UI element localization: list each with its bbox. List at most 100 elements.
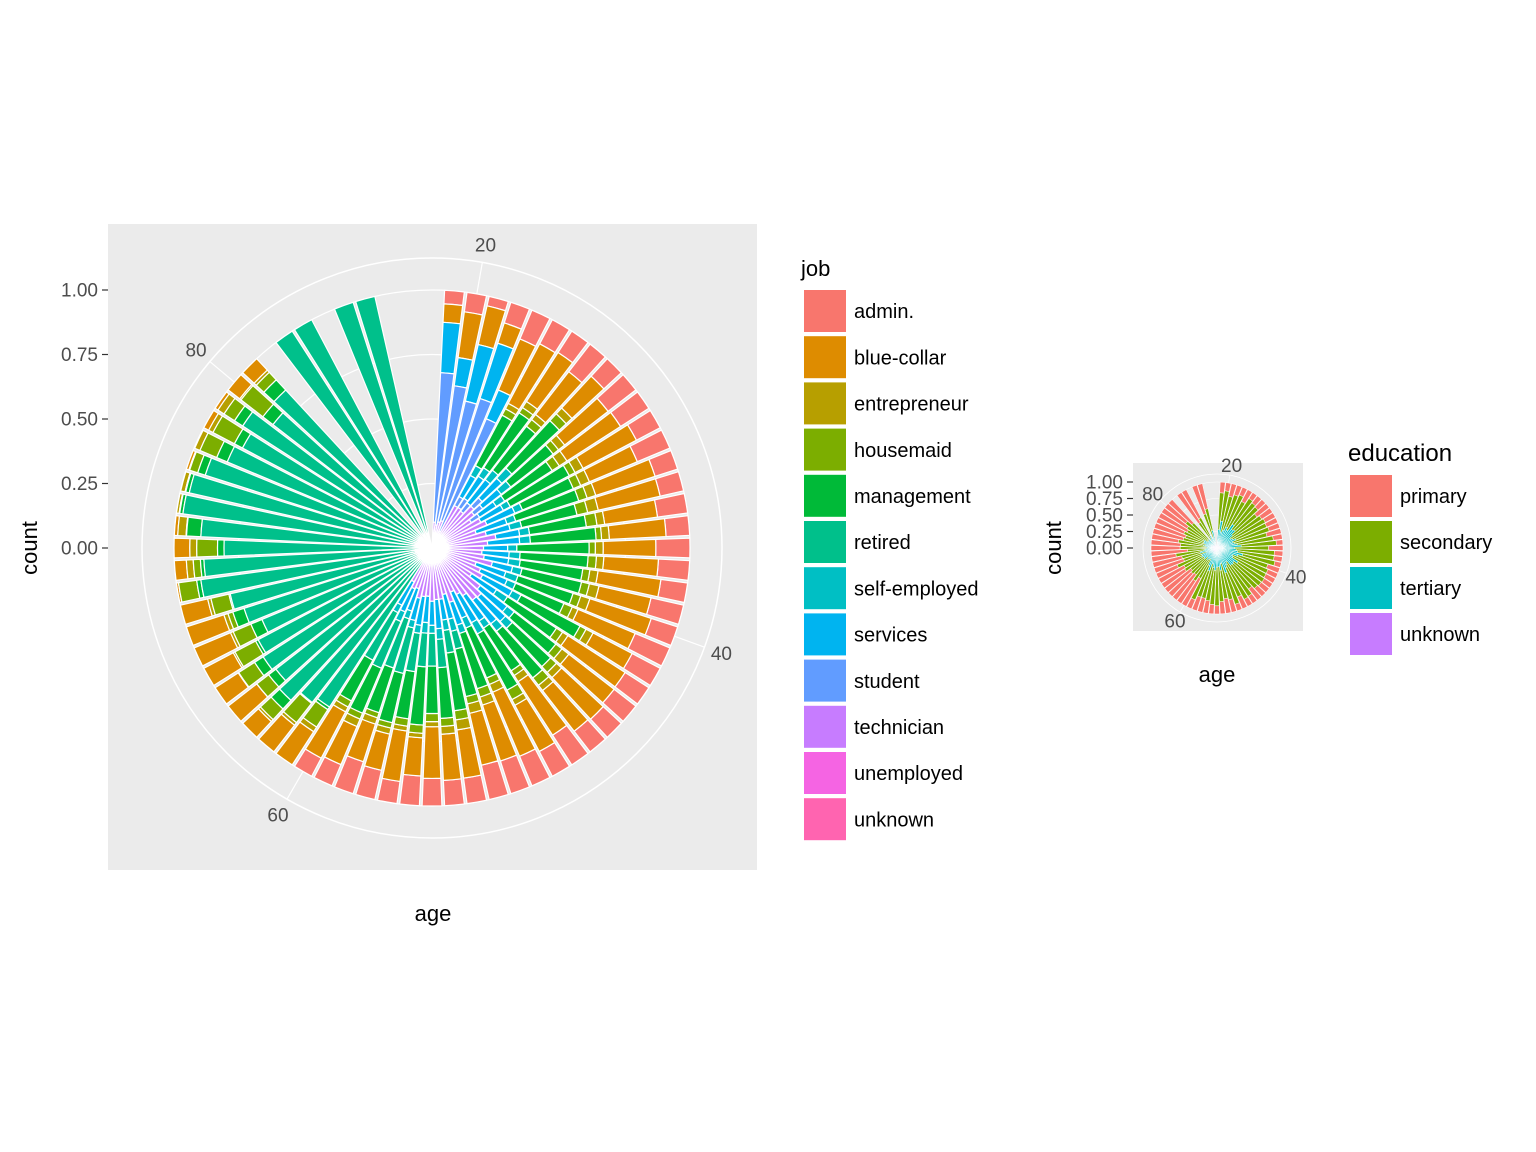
bar-segment-age-72-retired [223,539,433,557]
bar-segment-age-72-management [216,539,225,557]
y-tick-labels: 0.000.250.500.751.00 [61,281,108,560]
bar-segment-age-54-entrepreneur [424,720,440,728]
bar-segment-age-75-retired [188,473,433,549]
y-tick-label: 0.25 [1086,522,1123,543]
legend-education: education primary secondary tertiary unknow… [1348,440,1492,655]
bar-segment-age-72-entrepreneur [189,538,198,558]
y-tick-label: 0.75 [61,345,98,366]
legend-key [804,290,846,332]
bar-segment-age-54-services [428,600,436,626]
legend-key [804,428,846,471]
bar-segment-age-66-retired [257,547,433,654]
legend-key [804,613,846,656]
x-tick-label: 40 [711,644,732,665]
x-axis-title: age [415,901,452,926]
bar-segment-age-36-bluecollar [602,538,657,558]
bar-segment-age-36-selfemployed [506,544,518,552]
bar-segment-age-36-entrepreneur [594,540,604,556]
legend-label: entrepreneur [854,394,969,416]
bar-segment-age-54-primary [1214,605,1220,615]
bar-segment-age-71-retired [203,547,433,578]
legend-key [804,752,846,794]
legend-label: admin. [854,301,914,323]
bar-segment-age-53-admin [442,778,466,807]
legend-title: job [800,256,830,281]
bar-segment-age-78-retired [241,432,433,549]
legend-key [1350,475,1392,517]
legend-key [804,336,846,379]
bar-segment-age-37-primary [1273,550,1284,557]
x-tick-label: 60 [267,805,288,826]
x-tick-labels: 20 40 60 80 [185,235,732,826]
bar-segment-age-63-retired [278,547,433,702]
bar-segment-age-79-retired [241,411,433,549]
bars [1150,481,1284,615]
bar-segment-age-68-retired [243,547,433,624]
legend-label: self-employed [854,578,979,600]
bar-segment-age-73-retired [200,518,433,549]
legend-label: student [854,671,920,693]
legend-label: unemployed [854,763,963,785]
bar-segment-age-72-bluecollar [173,537,191,559]
y-tick-label: 1.00 [61,281,98,302]
bar-segment-age-35-selfemployed [518,534,531,545]
legend-key [804,567,846,610]
bars [173,289,691,807]
bar-segment-age-64-retired [275,547,433,682]
bar-segment-age-73-management [185,516,204,538]
legend-label: unknown [854,809,934,831]
y-axis-title: count [1041,521,1066,575]
bar-segment-age-54-selfemployed [428,624,436,634]
grid-circle-outer [1142,473,1292,623]
bar-segment-age-37-admin [656,558,691,582]
bar-segment-age-69-retired [229,547,433,610]
x-tick-label: 80 [1142,485,1163,506]
y-tick-label: 0.00 [1086,539,1123,560]
bar-segment-age-36-services [482,544,509,552]
bar-segment-age-34-selfemployed [517,526,531,537]
bar-segment-age-65-retired [262,547,433,671]
y-tick-label: 0.25 [61,474,98,495]
bar-segment-age-20-admin [463,291,488,316]
x-tick-labels: 20 40 60 80 [1142,456,1306,632]
bar-segment-age-81-retired [273,389,433,549]
bar-segment-age-19-admin [443,289,466,307]
bar-segment-age-36-admin [655,537,691,559]
bar-segment-age-37-selfemployed [507,551,521,560]
bar-segment-age-61-retired [316,547,433,708]
bar-segment-age-55-admin [398,773,422,807]
bar-segment-age-87-unknown [1215,543,1218,549]
bar-segment-age-54-bluecollar [422,725,442,780]
y-tick-label: 0.50 [61,410,98,431]
bar-segment-age-80-retired [272,411,433,549]
bar-segment-age-62-retired [299,547,433,704]
legend-label: secondary [1400,532,1492,554]
legend-label: blue-collar [854,347,947,369]
bar-segment-age-36-housemaid [588,541,596,555]
legend-label: services [854,625,927,647]
bar-segment-age-84-retired [293,318,433,549]
bar-segment-age-56-admin [376,777,401,805]
bar-segment-age-19-bluecollar [442,303,464,325]
legend-key [804,474,846,517]
bar-segment-age-87-retired [354,295,433,549]
bar-segment-age-76-retired [204,457,433,549]
x-tick-label: 40 [1285,567,1306,588]
bar-segment-age-35-admin [663,514,691,538]
legend-label: retired [854,532,911,554]
x-axis-title: age [1199,662,1236,687]
legend-label: primary [1400,486,1467,508]
legend-label: management [854,486,971,508]
bar-segment-age-72-housemaid [196,538,219,558]
bar-segment-age-67-retired [261,547,433,634]
y-tick-label: 1.00 [1086,473,1123,494]
bar-segment-age-55-primary [1208,603,1215,615]
x-tick-label: 20 [475,235,496,256]
legend-job: job admin. blue-collar entrepreneur housema… [800,256,979,841]
bar-segment-age-74-retired [182,494,433,549]
x-tick-label: 80 [185,341,206,362]
y-tick-labels: 0.000.250.500.751.00 [1086,473,1133,560]
